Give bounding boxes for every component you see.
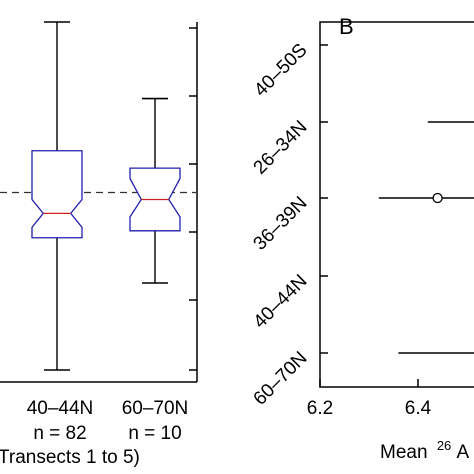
category-label-0: 40–50S <box>250 40 311 101</box>
panel-letter: B <box>339 14 354 39</box>
panel-b-frame <box>319 21 474 388</box>
panel-b-errorbars <box>378 121 474 354</box>
panel-a-y-ticks <box>189 27 197 371</box>
xlabel-tail: A <box>457 442 470 463</box>
panel-a-xlabel: Transects 1 to 5) <box>0 447 140 468</box>
x-tick-label-0: 6.2 <box>307 398 333 419</box>
category-label-4: 60–70N <box>250 348 312 410</box>
panel-b-y-ticks <box>320 44 328 354</box>
boxplots <box>31 21 181 371</box>
group-label-1: 40–44N <box>27 398 94 419</box>
panel-b-x-ticks: 6.2 6.4 <box>307 379 432 419</box>
box-1 <box>31 150 83 239</box>
category-label-2: 36–39N <box>250 193 312 255</box>
panel-b-xlabel: Mean 26 A <box>380 434 470 463</box>
category-label-3: 40–44N <box>250 271 312 333</box>
group-n-2: n = 10 <box>128 423 181 444</box>
xlabel-superscript: 26 <box>437 438 451 453</box>
panel-b-category-labels: 40–50S 26–34N 36–39N 40–44N 60–70N <box>250 40 312 410</box>
xlabel-main: Mean <box>380 442 428 463</box>
group-n-1: n = 82 <box>33 423 86 444</box>
mean-marker-2 <box>432 192 443 204</box>
panel-a: 40–44N n = 82 60–70N n = 10 Transects 1 … <box>0 21 198 468</box>
group-label-2: 60–70N <box>122 398 189 419</box>
x-tick-label-1: 6.4 <box>405 398 432 419</box>
category-label-1: 26–34N <box>250 117 312 179</box>
